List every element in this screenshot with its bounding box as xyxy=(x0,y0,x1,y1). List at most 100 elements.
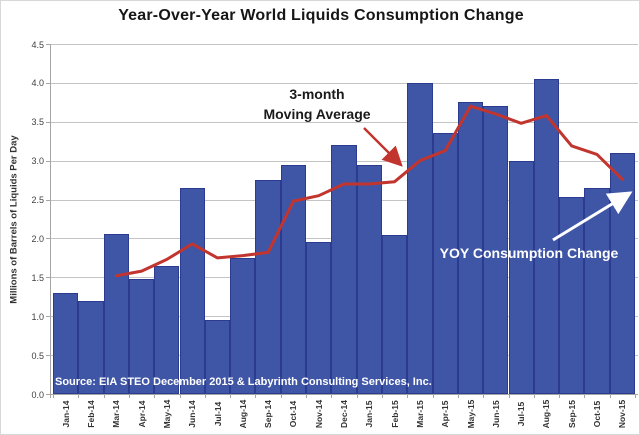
bar xyxy=(179,187,205,394)
x-axis-tick xyxy=(331,394,333,398)
x-axis-tick xyxy=(230,394,232,398)
x-axis-tick xyxy=(179,394,181,398)
x-axis-line xyxy=(50,394,638,395)
x-tick-label: Feb-14 xyxy=(86,400,96,428)
y-axis-tick xyxy=(46,277,50,279)
x-tick-label: Mar-14 xyxy=(111,400,122,428)
x-tick-label: Jan-15 xyxy=(364,400,375,428)
x-axis-tick xyxy=(78,394,80,398)
x-axis-tick xyxy=(154,394,156,398)
bar xyxy=(382,234,408,394)
x-axis-tick xyxy=(559,394,561,398)
y-tick-label: 0.0 xyxy=(31,389,44,400)
y-tick-label: 3.0 xyxy=(31,156,44,167)
chart-title: Year-Over-Year World Liquids Consumption… xyxy=(118,7,524,24)
y-axis-tick xyxy=(46,82,50,84)
y-axis-tick xyxy=(46,316,50,318)
bar xyxy=(255,180,281,394)
bar xyxy=(103,233,129,394)
y-tick-label: 3.5 xyxy=(31,117,44,128)
x-axis-tick xyxy=(255,394,257,398)
x-axis-tick xyxy=(457,394,459,398)
x-tick-label: Nov-15 xyxy=(617,399,628,429)
x-tick-label: Aug-15 xyxy=(541,399,552,429)
x-tick-label: Jul-15 xyxy=(516,401,527,427)
x-tick-label: Nov-14 xyxy=(313,399,324,429)
moving-average-annotation: 3-month Moving Average xyxy=(237,84,397,124)
x-axis-tick xyxy=(584,394,586,398)
bar xyxy=(53,292,79,394)
x-axis-tick xyxy=(306,394,307,398)
bar xyxy=(230,257,256,394)
bar xyxy=(432,133,458,394)
annotation-text: 3-month xyxy=(289,86,345,102)
annotation-text: YOY Consumption Change xyxy=(439,245,619,261)
x-tick-label: May-14 xyxy=(161,399,172,429)
bar xyxy=(584,187,610,394)
x-tick-label: Sep-15 xyxy=(566,400,577,428)
bar xyxy=(306,242,332,394)
bar xyxy=(128,278,155,394)
bar xyxy=(407,82,433,394)
y-tick-label: 0.5 xyxy=(31,350,44,361)
y-axis-tick xyxy=(46,394,50,395)
x-axis-tick xyxy=(356,394,358,398)
y-axis-tick xyxy=(46,160,50,162)
x-tick-label: Jul-14 xyxy=(212,401,223,427)
x-axis-tick xyxy=(53,394,54,398)
bar xyxy=(559,197,585,394)
y-axis-line xyxy=(50,44,51,398)
x-tick-label: Aug-14 xyxy=(237,399,248,429)
x-tick-label: Feb-15 xyxy=(389,400,400,428)
bar xyxy=(78,300,104,394)
bar xyxy=(533,79,560,394)
x-axis-tick xyxy=(533,394,535,398)
x-tick-label: Mar-15 xyxy=(414,400,425,428)
x-tick-label: Dec-14 xyxy=(339,400,349,428)
x-axis-tick xyxy=(483,394,485,398)
y-tick-label: 1.5 xyxy=(31,272,44,283)
x-axis-tick xyxy=(382,394,383,398)
y-axis-tick xyxy=(46,199,50,201)
bar xyxy=(609,152,635,394)
y-axis-tick xyxy=(46,121,50,123)
x-axis-tick xyxy=(128,394,130,398)
source-note: Source: EIA STEO December 2015 & Labyrin… xyxy=(55,376,432,388)
x-tick-label: Jun-15 xyxy=(490,400,501,428)
x-tick-label: Apr-14 xyxy=(136,400,147,428)
bar xyxy=(331,145,357,394)
yoy-annotation: YOY Consumption Change xyxy=(429,245,629,261)
x-tick-label: Apr-15 xyxy=(440,400,451,428)
x-axis-tick xyxy=(103,394,105,398)
x-axis-tick xyxy=(407,394,409,398)
x-tick-label: Jan-14 xyxy=(60,400,71,428)
annotation-text: Moving Average xyxy=(263,106,371,122)
y-tick-label: 2.0 xyxy=(31,233,44,244)
x-axis-tick xyxy=(508,394,510,398)
y-tick-label: 4.5 xyxy=(31,39,44,50)
x-axis-tick xyxy=(635,394,636,398)
x-axis-tick xyxy=(204,394,206,398)
y-tick-label: 4.0 xyxy=(31,78,44,89)
bar xyxy=(280,164,306,394)
bar xyxy=(154,265,180,394)
x-tick-label: Oct-14 xyxy=(288,400,299,428)
bar xyxy=(508,160,534,394)
x-tick-label: Sep-14 xyxy=(263,400,274,428)
y-tick-label: 2.5 xyxy=(31,195,44,206)
x-axis-tick xyxy=(609,394,611,398)
y-axis-tick xyxy=(46,44,50,45)
y-axis-tick xyxy=(46,238,50,240)
x-tick-label: Oct-15 xyxy=(592,400,602,428)
x-axis-tick xyxy=(432,394,434,398)
x-tick-label: May-15 xyxy=(465,399,476,429)
bar xyxy=(356,164,382,394)
x-tick-label: Jun-14 xyxy=(187,400,198,428)
gridline xyxy=(50,44,638,45)
gridline xyxy=(50,82,638,84)
bar xyxy=(204,320,231,394)
x-axis-tick xyxy=(280,394,282,398)
y-axis-tick xyxy=(46,355,50,357)
